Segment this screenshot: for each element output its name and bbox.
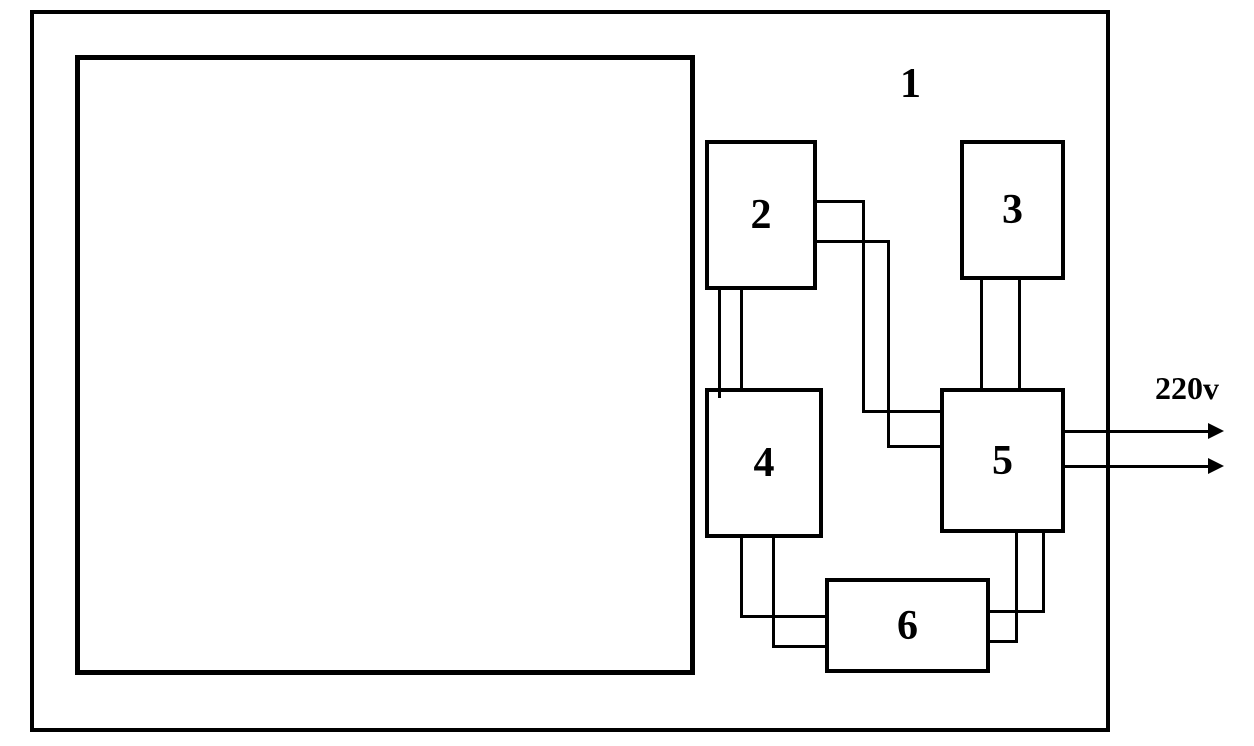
wire bbox=[817, 240, 887, 243]
block-5-label: 5 bbox=[992, 437, 1013, 485]
arrow-icon bbox=[1208, 458, 1224, 474]
wire bbox=[740, 615, 825, 618]
large-panel bbox=[75, 55, 695, 675]
wire bbox=[740, 538, 743, 618]
wire bbox=[1018, 280, 1021, 388]
wire bbox=[887, 445, 940, 448]
wire bbox=[1065, 465, 1210, 468]
wire bbox=[718, 290, 721, 398]
output-voltage-label: 220v bbox=[1155, 370, 1219, 407]
block-3-label: 3 bbox=[1002, 186, 1023, 234]
wire bbox=[1042, 533, 1045, 613]
block-2-label: 2 bbox=[751, 191, 772, 239]
wire bbox=[740, 290, 743, 388]
block-2: 2 bbox=[705, 140, 817, 290]
wire bbox=[887, 240, 890, 445]
wire bbox=[772, 645, 825, 648]
block-3: 3 bbox=[960, 140, 1065, 280]
wire bbox=[1065, 430, 1210, 433]
wire bbox=[980, 280, 983, 388]
wire bbox=[772, 538, 775, 648]
region-label-1: 1 bbox=[900, 60, 921, 108]
block-5: 5 bbox=[940, 388, 1065, 533]
block-4: 4 bbox=[705, 388, 823, 538]
block-4-label: 4 bbox=[754, 439, 775, 487]
wire bbox=[862, 200, 865, 410]
wire bbox=[990, 640, 1018, 643]
block-6-label: 6 bbox=[897, 602, 918, 650]
block-6: 6 bbox=[825, 578, 990, 673]
wire bbox=[862, 410, 940, 413]
wire bbox=[817, 200, 862, 203]
wire bbox=[1015, 530, 1018, 643]
arrow-icon bbox=[1208, 423, 1224, 439]
